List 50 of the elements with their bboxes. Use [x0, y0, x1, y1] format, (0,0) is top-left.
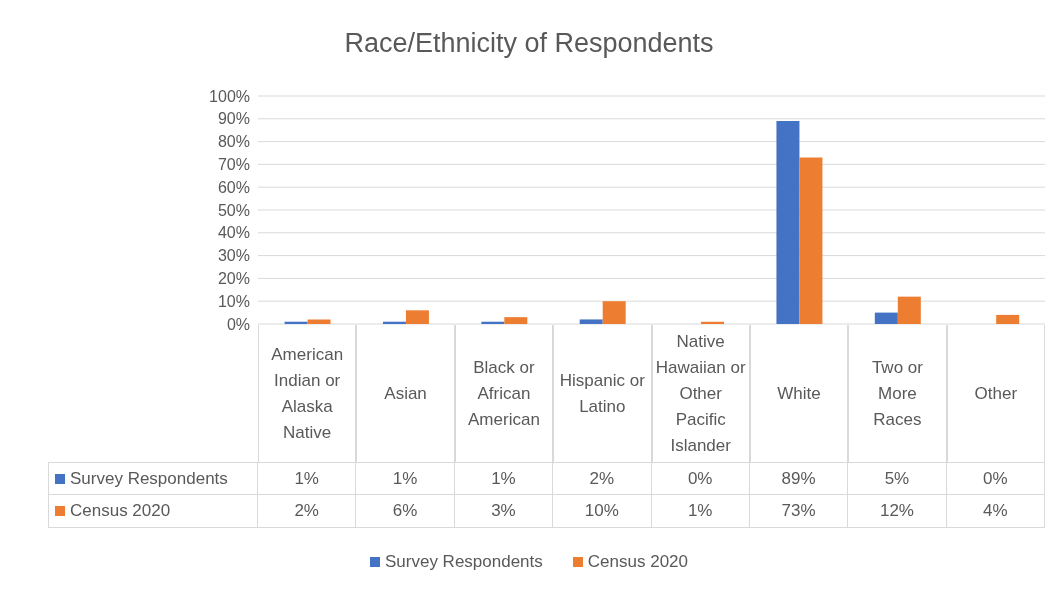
data-label: 0% — [983, 468, 1008, 489]
x-tick-label: Other — [974, 382, 1018, 405]
y-tick-label: 40% — [217, 224, 250, 242]
bar — [307, 319, 331, 324]
text: Survey Respondents — [384, 552, 543, 571]
data-label: 2% — [294, 501, 319, 521]
data-label: 10% — [584, 501, 619, 521]
legend-label: Survey Respondents — [70, 468, 228, 489]
y-tick-label: 80% — [217, 133, 250, 151]
y-tick-label: 50% — [217, 201, 250, 219]
x-tick-label: Native Hawaiian or Other Pacific Islander — [655, 330, 746, 457]
bar — [602, 301, 626, 324]
x-tick-label: Hispanic or Latino — [558, 369, 646, 418]
data-label: 73% — [781, 501, 816, 521]
x-tick-label: Black or African American — [467, 356, 541, 431]
data-label: 2% — [589, 468, 615, 489]
x-tick-label: Asian — [384, 382, 427, 405]
data-label: 3% — [491, 501, 516, 521]
y-tick-label: 60% — [217, 178, 250, 196]
bar — [874, 312, 898, 324]
x-tick-label: Two or More Races — [870, 356, 924, 431]
bar — [799, 157, 823, 324]
data-label: 1% — [687, 501, 713, 521]
data-label: 12% — [879, 501, 914, 521]
data-label: 5% — [884, 468, 910, 489]
bar — [579, 319, 603, 324]
x-tick-label: American Indian or Alaska Native — [270, 343, 345, 444]
x-tick-label: White — [777, 382, 821, 405]
data-label: 6% — [392, 501, 418, 521]
y-tick-label: 20% — [217, 270, 250, 288]
text: Census 2020 — [587, 552, 688, 571]
y-tick-label: 70% — [217, 156, 250, 174]
data-label: 1% — [294, 468, 319, 489]
bar — [897, 296, 921, 324]
y-tick-label: 0% — [226, 315, 250, 333]
bar — [996, 314, 1020, 324]
bar — [405, 310, 429, 324]
y-tick-label: 90% — [217, 110, 250, 128]
y-tick-label: 10% — [217, 292, 250, 310]
bar — [504, 317, 528, 324]
data-label: 4% — [983, 501, 1008, 521]
data-label: 0% — [687, 468, 713, 489]
data-label: 1% — [392, 468, 418, 489]
legend-label: Census 2020 — [70, 501, 171, 521]
bar — [776, 121, 800, 324]
data-label: 1% — [491, 468, 516, 489]
chart-title: Race/Ethnicity of Respondents — [343, 28, 715, 59]
y-tick-label: 100% — [209, 87, 250, 105]
data-label: 89% — [781, 468, 816, 489]
y-tick-label: 30% — [217, 247, 250, 265]
